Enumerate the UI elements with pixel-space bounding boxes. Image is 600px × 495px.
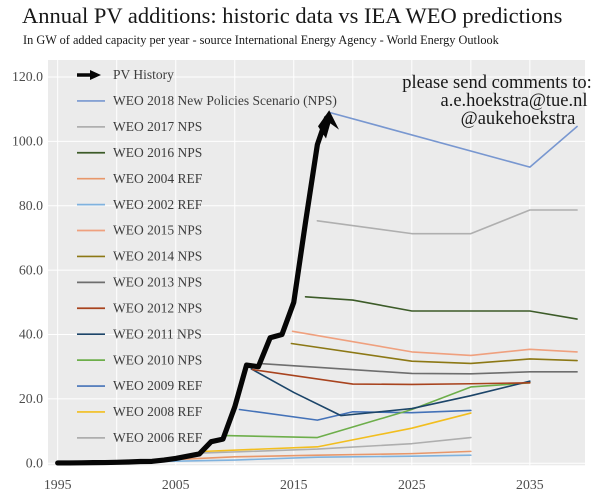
svg-text:120.0: 120.0 [12, 69, 43, 84]
svg-text:@aukehoekstra: @aukehoekstra [461, 109, 576, 129]
svg-text:please send comments to:: please send comments to: [402, 73, 592, 93]
svg-text:WEO 2014 NPS: WEO 2014 NPS [113, 249, 202, 264]
svg-text:WEO 2013 NPS: WEO 2013 NPS [113, 275, 202, 290]
svg-text:100.0: 100.0 [12, 134, 43, 149]
svg-text:2005: 2005 [162, 477, 190, 492]
svg-text:1995: 1995 [44, 477, 72, 492]
svg-text:WEO 2008 REF: WEO 2008 REF [113, 404, 203, 419]
svg-text:40.0: 40.0 [19, 327, 43, 342]
svg-text:WEO 2009 REF: WEO 2009 REF [113, 378, 203, 393]
svg-text:WEO 2015 NPS: WEO 2015 NPS [113, 223, 202, 238]
svg-text:20.0: 20.0 [19, 391, 43, 406]
svg-text:a.e.hoekstra@tue.nl: a.e.hoekstra@tue.nl [441, 91, 588, 111]
svg-text:2035: 2035 [516, 477, 544, 492]
svg-text:WEO 2002 REF: WEO 2002 REF [113, 197, 203, 212]
svg-text:WEO 2006 REF: WEO 2006 REF [113, 430, 203, 445]
svg-text:WEO 2012 NPS: WEO 2012 NPS [113, 301, 202, 316]
svg-text:WEO 2011 NPS: WEO 2011 NPS [113, 326, 202, 341]
svg-text:PV History: PV History [113, 67, 174, 82]
svg-text:WEO 2016 NPS: WEO 2016 NPS [113, 145, 202, 160]
svg-text:WEO 2010 NPS: WEO 2010 NPS [113, 352, 202, 367]
svg-text:80.0: 80.0 [19, 198, 43, 213]
svg-text:60.0: 60.0 [19, 262, 43, 277]
svg-text:2015: 2015 [280, 477, 308, 492]
svg-text:0.0: 0.0 [26, 456, 43, 471]
svg-text:WEO 2017 NPS: WEO 2017 NPS [113, 119, 202, 134]
svg-text:WEO 2004 REF: WEO 2004 REF [113, 171, 203, 186]
svg-text:WEO 2018 New Policies Scenario: WEO 2018 New Policies Scenario (NPS) [113, 93, 337, 108]
svg-text:2025: 2025 [398, 477, 426, 492]
